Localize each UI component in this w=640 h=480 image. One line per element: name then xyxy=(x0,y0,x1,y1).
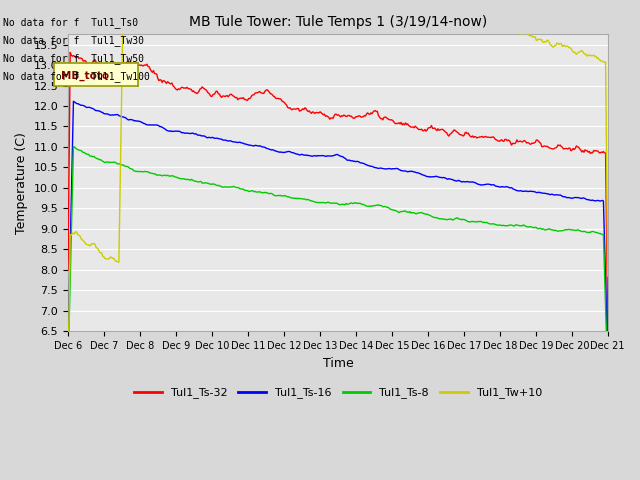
Text: MB_toto: MB_toto xyxy=(61,71,109,81)
Text: No data for f  Tul1_Ts0: No data for f Tul1_Ts0 xyxy=(3,17,138,28)
Legend: Tul1_Ts-32, Tul1_Ts-16, Tul1_Ts-8, Tul1_Tw+10: Tul1_Ts-32, Tul1_Ts-16, Tul1_Ts-8, Tul1_… xyxy=(129,383,547,403)
Text: No data for f  Tul1_Tw100: No data for f Tul1_Tw100 xyxy=(3,72,150,83)
Y-axis label: Temperature (C): Temperature (C) xyxy=(15,132,28,234)
X-axis label: Time: Time xyxy=(323,357,353,370)
Text: No data for f  Tul1_Tw30: No data for f Tul1_Tw30 xyxy=(3,35,144,46)
Title: MB Tule Tower: Tule Temps 1 (3/19/14-now): MB Tule Tower: Tule Temps 1 (3/19/14-now… xyxy=(189,15,487,29)
Text: No data for f  Tul1_Tw50: No data for f Tul1_Tw50 xyxy=(3,53,144,64)
